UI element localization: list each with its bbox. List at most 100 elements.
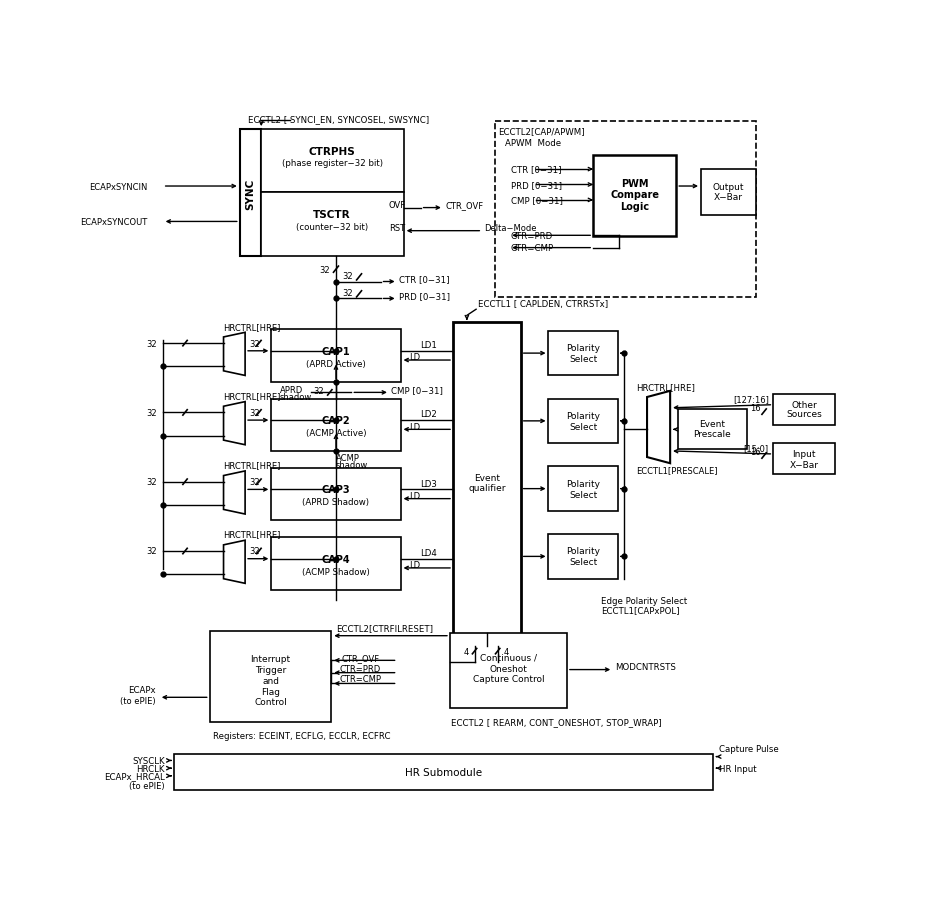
Text: Polarity: Polarity (566, 479, 600, 489)
Text: ECCTL2 [ REARM, CONT_ONESHOT, STOP_WRAP]: ECCTL2 [ REARM, CONT_ONESHOT, STOP_WRAP] (451, 718, 662, 727)
Bar (450, 633, 567, 708)
Text: LD: LD (410, 491, 421, 500)
Text: ECAPxSYNCOUT: ECAPxSYNCOUT (80, 218, 147, 227)
Text: HRCTRL[HRE]: HRCTRL[HRE] (224, 392, 281, 401)
Text: ECCTL2 [ SYNCI_EN, SYNCOSEL, SWSYNC]: ECCTL2 [ SYNCI_EN, SYNCOSEL, SWSYNC] (247, 115, 429, 124)
Text: Oneshot: Oneshot (490, 664, 528, 673)
Text: SYNC: SYNC (245, 178, 256, 209)
Text: and: and (262, 676, 279, 685)
Text: Capture Control: Capture Control (473, 675, 545, 684)
Text: CTR=PRD: CTR=PRD (340, 664, 381, 673)
Text: CTRPHS: CTRPHS (309, 146, 356, 156)
Polygon shape (224, 471, 245, 515)
Text: Output: Output (713, 182, 745, 191)
Text: CTR_OVF: CTR_OVF (342, 653, 379, 662)
Bar (548, 399, 617, 443)
Text: [127:16]: [127:16] (733, 395, 768, 404)
Text: CMP [0−31]: CMP [0−31] (392, 386, 444, 395)
Text: Control: Control (254, 698, 287, 707)
Text: Prescale: Prescale (694, 430, 732, 439)
Text: CAP4: CAP4 (322, 554, 350, 564)
Bar (548, 331, 617, 376)
Text: CAP3: CAP3 (322, 485, 350, 495)
Text: 32: 32 (250, 478, 261, 487)
Bar (240, 130, 261, 256)
Bar (175, 754, 714, 790)
Polygon shape (224, 541, 245, 583)
Text: CTR_OVF: CTR_OVF (446, 200, 483, 209)
Text: APRD: APRD (279, 386, 303, 395)
Text: (APRD Shadow): (APRD Shadow) (302, 498, 369, 507)
Text: (to ePIE): (to ePIE) (120, 696, 156, 705)
Text: CTR [0−31]: CTR [0−31] (511, 165, 562, 174)
Text: PRD [0−31]: PRD [0−31] (399, 292, 450, 301)
Bar (548, 467, 617, 511)
Text: Registers: ECEINT, ECFLG, ECCLR, ECFRC: Registers: ECEINT, ECFLG, ECCLR, ECFRC (212, 731, 390, 740)
Text: Select: Select (569, 558, 598, 567)
Text: ECAPx: ECAPx (128, 685, 156, 694)
Text: Polarity: Polarity (566, 344, 600, 353)
Text: Flag: Flag (261, 687, 280, 696)
Text: Event: Event (474, 473, 500, 482)
Text: shadow: shadow (336, 461, 368, 470)
Bar (701, 170, 756, 216)
Text: 4: 4 (464, 647, 468, 656)
Text: Edge Polarity Select: Edge Polarity Select (600, 596, 687, 605)
Text: APWM  Mode: APWM Mode (505, 139, 562, 148)
Text: ECCTL2[CTRFILRESET]: ECCTL2[CTRFILRESET] (336, 624, 433, 633)
Text: 32: 32 (146, 478, 158, 487)
Text: Select: Select (569, 355, 598, 364)
Polygon shape (647, 391, 670, 464)
Text: (ACMP Shadow): (ACMP Shadow) (302, 567, 370, 576)
Text: ECCTL1[PRESCALE]: ECCTL1[PRESCALE] (636, 465, 717, 474)
Text: 16: 16 (750, 404, 761, 413)
Text: Trigger: Trigger (255, 666, 286, 675)
Text: Sources: Sources (786, 410, 822, 419)
Text: LD: LD (410, 353, 421, 362)
Text: Interrupt: Interrupt (250, 655, 291, 664)
Text: qualifier: qualifier (468, 484, 506, 493)
Text: TSCTR: TSCTR (313, 209, 351, 219)
Text: Compare: Compare (610, 191, 659, 200)
Bar (548, 535, 617, 579)
Text: (phase register−32 bit): (phase register−32 bit) (281, 159, 382, 168)
Text: 32: 32 (146, 340, 158, 349)
Text: 4: 4 (504, 647, 509, 656)
Bar (773, 395, 834, 425)
Text: LD: LD (410, 561, 421, 570)
Text: HRCTRL[HRE]: HRCTRL[HRE] (224, 461, 281, 470)
Text: HRCTRL[HRE]: HRCTRL[HRE] (224, 322, 281, 331)
Text: LD4: LD4 (420, 548, 437, 557)
Text: 16: 16 (750, 448, 761, 457)
Text: CTR=CMP: CTR=CMP (340, 675, 381, 684)
Text: Select: Select (569, 490, 598, 499)
Text: HR Input: HR Input (719, 764, 757, 773)
Text: Capture Pulse: Capture Pulse (719, 745, 779, 754)
Text: shadow: shadow (279, 393, 312, 402)
Text: 32: 32 (250, 547, 261, 556)
Text: Select: Select (569, 423, 598, 432)
Bar (495, 122, 756, 298)
Text: LD3: LD3 (420, 479, 437, 489)
Text: 32: 32 (343, 272, 353, 281)
Text: SYSCLK: SYSCLK (132, 756, 165, 765)
Bar (271, 469, 400, 521)
Text: Other: Other (791, 401, 817, 410)
Bar (261, 130, 404, 193)
Text: CAP1: CAP1 (322, 347, 350, 357)
Text: 32: 32 (250, 408, 261, 417)
Text: CTR=PRD: CTR=PRD (511, 231, 553, 240)
Text: ACMP: ACMP (336, 453, 360, 462)
Text: ECCTL1[CAPxPOL]: ECCTL1[CAPxPOL] (600, 605, 680, 614)
Text: Polarity: Polarity (566, 412, 600, 421)
Bar (271, 537, 400, 590)
Text: Input: Input (792, 450, 816, 459)
Text: CTR=CMP: CTR=CMP (511, 244, 554, 253)
Text: ECAPxSYNCIN: ECAPxSYNCIN (89, 182, 147, 191)
Bar (271, 330, 400, 382)
Text: 32: 32 (319, 265, 329, 275)
Text: (APRD Active): (APRD Active) (306, 359, 366, 368)
Text: ECCTL2[CAP/APWM]: ECCTL2[CAP/APWM] (497, 127, 584, 136)
Text: Logic: Logic (620, 201, 649, 212)
Bar (271, 399, 400, 452)
